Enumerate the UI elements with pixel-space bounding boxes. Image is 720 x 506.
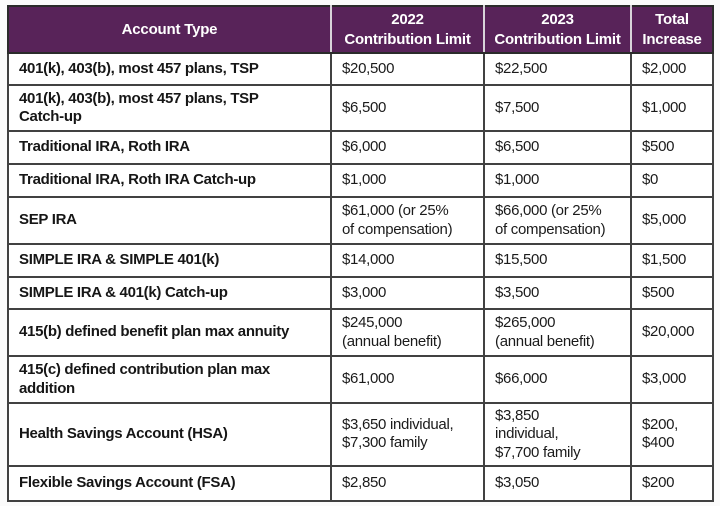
table-row: SIMPLE IRA & 401(k) Catch-up $3,000 $3,5… [7, 276, 714, 310]
cell-2022-limit: $3,000 [330, 276, 485, 310]
cell-account-type: 401(k), 403(b), most 457 plans, TSP [7, 52, 332, 86]
header-row: Account Type 2022 Contribution Limit 202… [8, 6, 713, 54]
table-body: 401(k), 403(b), most 457 plans, TSP $20,… [7, 52, 714, 502]
cell-account-type: SIMPLE IRA & 401(k) Catch-up [7, 276, 332, 310]
table-row: Health Savings Account (HSA) $3,650 indi… [7, 402, 714, 467]
cell-account-type: 415(b) defined benefit plan max annuity [7, 308, 332, 357]
table-row: Traditional IRA, Roth IRA $6,000 $6,500 … [7, 130, 714, 165]
table-row: Traditional IRA, Roth IRA Catch-up $1,00… [7, 163, 714, 198]
table-row: SEP IRA $61,000 (or 25% of compensation)… [7, 196, 714, 245]
col-header-2023-limit: 2023 Contribution Limit [483, 6, 631, 54]
col-header-total-increase: Total Increase [630, 6, 713, 54]
cell-total-increase: $3,000 [630, 355, 714, 404]
cell-account-type: Traditional IRA, Roth IRA Catch-up [7, 163, 332, 198]
cell-2022-limit: $2,850 [330, 464, 485, 502]
table-row: SIMPLE IRA & SIMPLE 401(k) $14,000 $15,5… [7, 243, 714, 278]
cell-account-type: 401(k), 403(b), most 457 plans, TSP Catc… [7, 84, 332, 132]
cell-2023-limit: $1,000 [483, 163, 632, 198]
cell-2023-limit: $3,050 [483, 464, 632, 502]
cell-total-increase: $1,000 [630, 84, 714, 132]
cell-2023-limit: $22,500 [483, 52, 632, 86]
table-row: 401(k), 403(b), most 457 plans, TSP Catc… [7, 84, 714, 132]
cell-account-type: Traditional IRA, Roth IRA [7, 130, 332, 165]
table-row: Flexible Savings Account (FSA) $2,850 $3… [7, 464, 714, 502]
col-header-2022-limit: 2022 Contribution Limit [330, 6, 484, 54]
cell-2023-limit: $6,500 [483, 130, 632, 165]
cell-total-increase: $1,500 [630, 243, 714, 278]
col-header-account-type: Account Type [8, 6, 331, 54]
cell-account-type: SEP IRA [7, 196, 332, 245]
cell-2022-limit: $3,650 individual, $7,300 family [330, 402, 485, 467]
cell-2023-limit: $265,000 (annual benefit) [483, 308, 632, 357]
cell-total-increase: $5,000 [630, 196, 714, 245]
cell-2023-limit: $7,500 [483, 84, 632, 132]
table-row: 401(k), 403(b), most 457 plans, TSP $20,… [7, 52, 714, 86]
cell-2022-limit: $20,500 [330, 52, 485, 86]
cell-2022-limit: $14,000 [330, 243, 485, 278]
cell-total-increase: $200, $400 [630, 402, 714, 467]
cell-2023-limit: $15,500 [483, 243, 632, 278]
cell-2022-limit: $1,000 [330, 163, 485, 198]
cell-total-increase: $500 [630, 130, 714, 165]
cell-total-increase: $200 [630, 464, 714, 502]
contribution-limits-table: Account Type 2022 Contribution Limit 202… [7, 5, 714, 502]
cell-total-increase: $500 [630, 276, 714, 310]
cell-total-increase: $20,000 [630, 308, 714, 357]
cell-total-increase: $0 [630, 163, 714, 198]
cell-account-type: SIMPLE IRA & SIMPLE 401(k) [7, 243, 332, 278]
cell-2022-limit: $6,000 [330, 130, 485, 165]
table-row: 415(b) defined benefit plan max annuity … [7, 308, 714, 357]
cell-2022-limit: $6,500 [330, 84, 485, 132]
cell-total-increase: $2,000 [630, 52, 714, 86]
cell-2022-limit: $61,000 [330, 355, 485, 404]
contribution-limits-table-container: Account Type 2022 Contribution Limit 202… [7, 5, 714, 502]
cell-2023-limit: $3,500 [483, 276, 632, 310]
cell-account-type: Health Savings Account (HSA) [7, 402, 332, 467]
cell-2022-limit: $61,000 (or 25% of compensation) [330, 196, 485, 245]
cell-account-type: 415(c) defined contribution plan max add… [7, 355, 332, 404]
table-header: Account Type 2022 Contribution Limit 202… [8, 6, 713, 54]
cell-2023-limit: $66,000 [483, 355, 632, 404]
table-row: 415(c) defined contribution plan max add… [7, 355, 714, 404]
cell-account-type: Flexible Savings Account (FSA) [7, 464, 332, 502]
cell-2023-limit: $66,000 (or 25% of compensation) [483, 196, 632, 245]
cell-2022-limit: $245,000 (annual benefit) [330, 308, 485, 357]
cell-2023-limit: $3,850 individual, $7,700 family [483, 402, 632, 467]
